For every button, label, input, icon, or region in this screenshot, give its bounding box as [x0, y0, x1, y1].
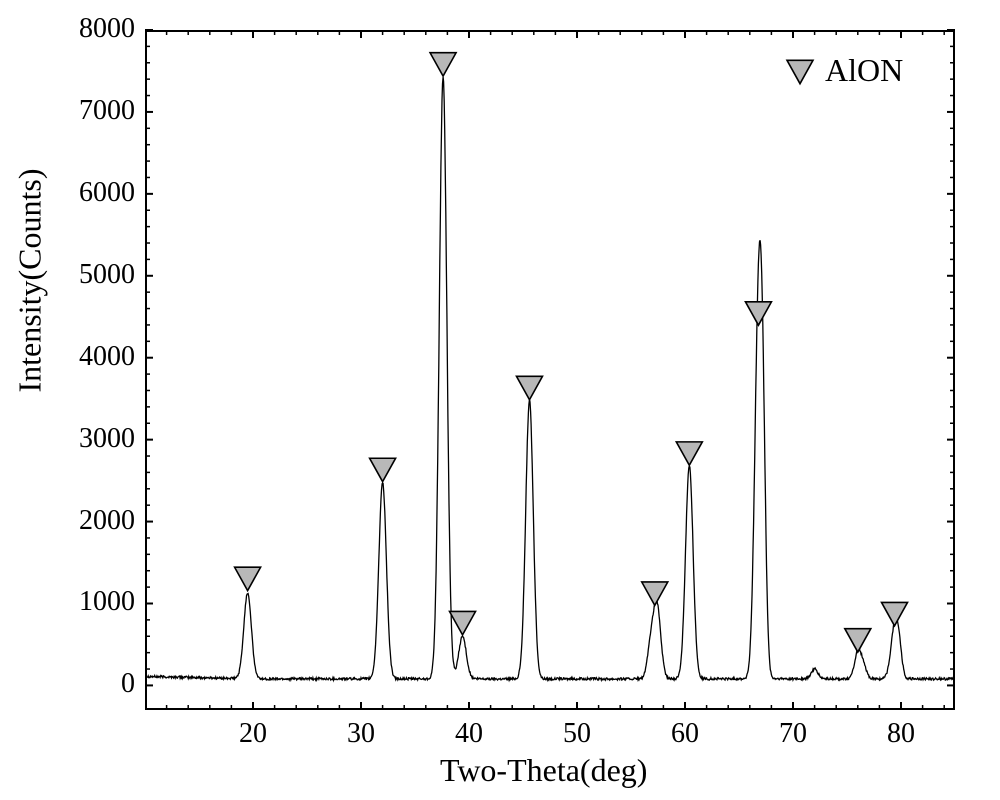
- xtick-label: 80: [881, 718, 921, 750]
- ytick-label: 0: [121, 668, 135, 700]
- xtick-label: 30: [341, 718, 381, 750]
- ytick-label: 1000: [79, 586, 135, 618]
- ytick-label: 8000: [79, 13, 135, 45]
- ytick-label: 6000: [79, 177, 135, 209]
- y-axis-label: Intensity(Counts): [12, 353, 49, 393]
- xtick-label: 20: [233, 718, 273, 750]
- peak-marker-icon: [450, 611, 476, 634]
- peak-marker-icon: [642, 582, 668, 605]
- ytick-label: 2000: [79, 505, 135, 537]
- peak-marker-icon: [430, 53, 456, 76]
- xrd-spectrum-line: [145, 77, 955, 680]
- ytick-label: 3000: [79, 423, 135, 455]
- legend-label: AlON: [825, 52, 903, 89]
- plot-svg: [0, 0, 1000, 800]
- xtick-label: 70: [773, 718, 813, 750]
- ytick-label: 4000: [79, 341, 135, 373]
- x-axis-label: Two-Theta(deg): [440, 752, 647, 789]
- peak-marker-icon: [235, 567, 261, 590]
- peak-marker-icon: [845, 629, 871, 652]
- xtick-label: 40: [449, 718, 489, 750]
- xtick-label: 60: [665, 718, 705, 750]
- ytick-label: 5000: [79, 259, 135, 291]
- xtick-label: 50: [557, 718, 597, 750]
- xrd-chart: Intensity(Counts) Two-Theta(deg) AlON 0 1…: [0, 0, 1000, 800]
- peak-marker-icon: [745, 302, 771, 325]
- peak-marker-icon: [516, 376, 542, 399]
- peak-marker-icon: [882, 602, 908, 625]
- ytick-label: 7000: [79, 95, 135, 127]
- peak-marker-icon: [370, 458, 396, 481]
- peak-marker-icon: [676, 442, 702, 465]
- peak-marker-icon: [787, 60, 813, 83]
